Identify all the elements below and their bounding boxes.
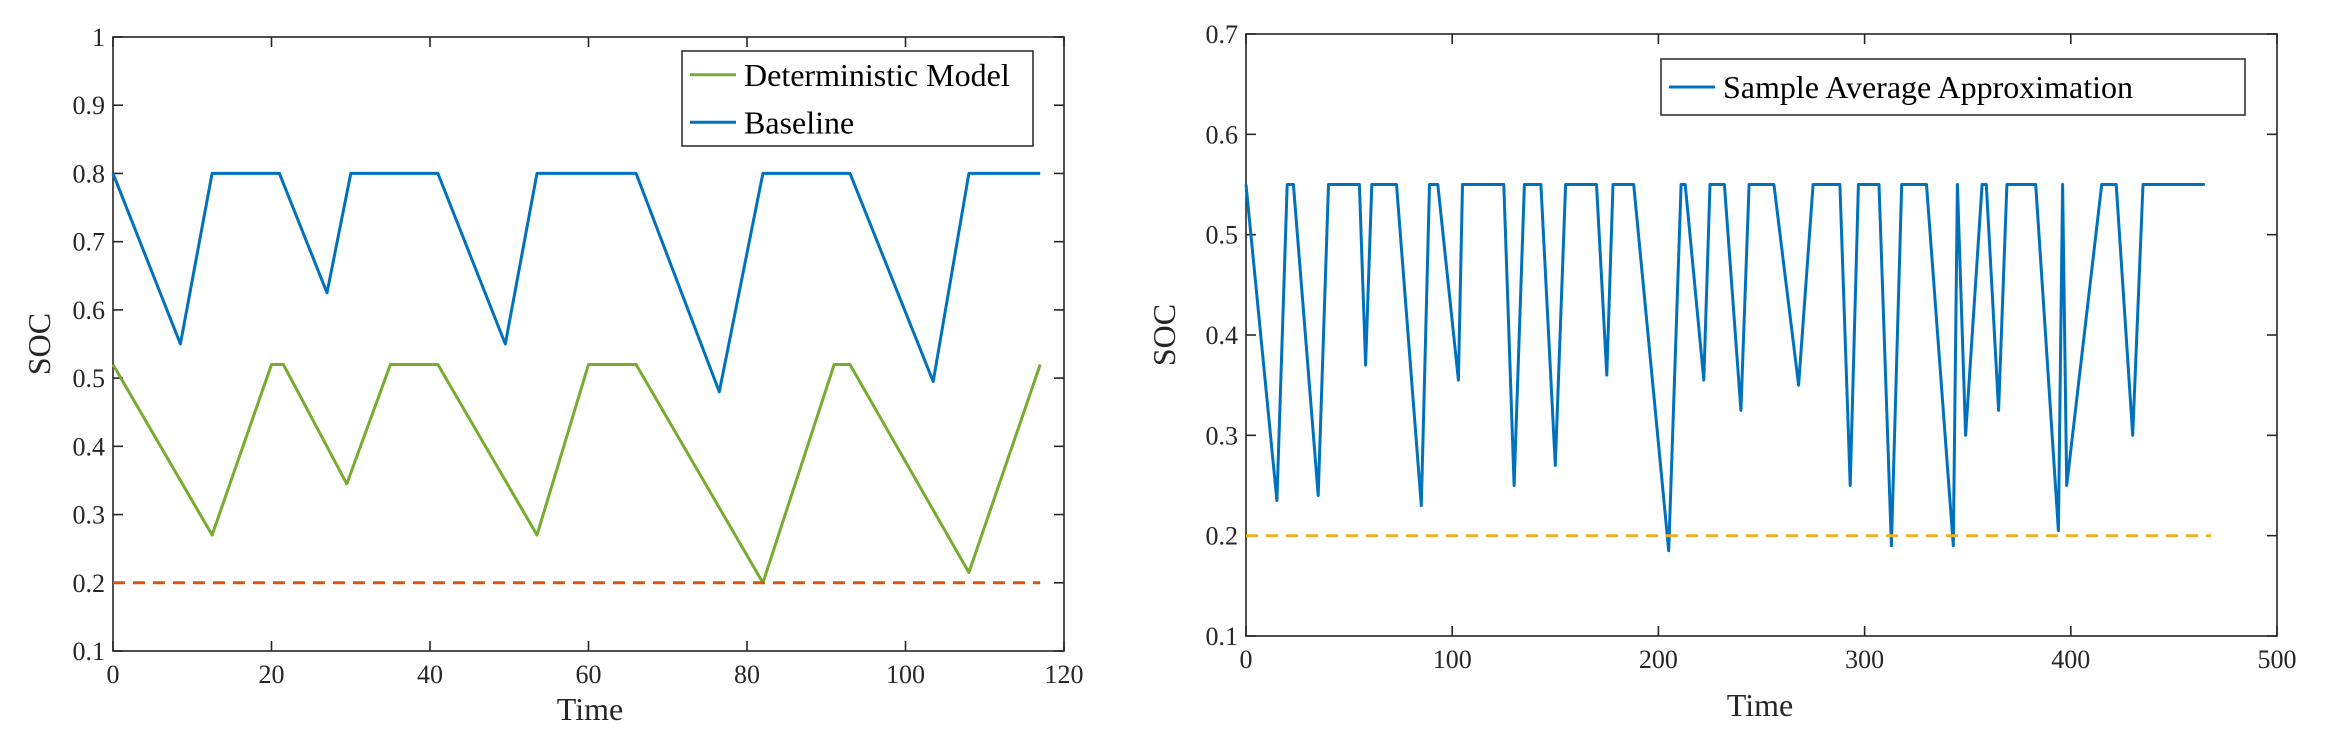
x-tick-label: 200 — [1639, 645, 1678, 674]
x-tick-label: 120 — [1045, 660, 1084, 689]
y-tick-label: 0.8 — [73, 159, 106, 188]
y-tick-label: 0.9 — [73, 91, 106, 120]
x-tick-label: 20 — [259, 660, 285, 689]
x-tick-label: 500 — [2258, 645, 2297, 674]
y-tick-label: 0.6 — [73, 296, 106, 325]
series-line-sample-average-approximation — [1244, 183, 2205, 553]
x-tick-label: 0 — [107, 660, 120, 689]
x-tick-label: 100 — [886, 660, 925, 689]
y-axis-label: SOC — [21, 313, 57, 375]
y-tick-label: 0.4 — [73, 432, 106, 461]
series-line-deterministic-model — [111, 363, 1042, 585]
x-tick-label: 60 — [576, 660, 602, 689]
legend-entry: Baseline — [744, 104, 854, 140]
y-tick-label: 0.2 — [73, 569, 106, 598]
y-tick-label: 0.1 — [1206, 622, 1239, 651]
y-tick-label: 0.5 — [73, 364, 106, 393]
legend: Sample Average Approximation — [1660, 58, 2246, 116]
legend-box — [681, 50, 1034, 147]
y-tick-label: 0.7 — [73, 228, 106, 257]
axes-box — [1245, 33, 2278, 637]
x-tick-label: 300 — [1845, 645, 1884, 674]
x-tick-label: 80 — [734, 660, 760, 689]
chart-right: 0 100 200 300 400 500 0.1 0.2 0.3 0.4 0.5 0.6 0.7 Tim… — [1146, 20, 2297, 723]
y-tick-label: 0.4 — [1206, 321, 1239, 350]
series-line-baseline — [111, 171, 1041, 394]
chart-left: 0 20 40 60 80 100 120 0.1 0.2 0.3 0.4 0.5 0.6 0.7 0.8 0… — [21, 23, 1084, 727]
y-tick-label: 0.3 — [1206, 421, 1239, 450]
x-tick-label: 0 — [1240, 645, 1253, 674]
legend-entry: Deterministic Model — [744, 57, 1010, 93]
x-tick-label: 100 — [1433, 645, 1472, 674]
y-tick-label: 0.1 — [73, 637, 106, 666]
x-axis-label: Time — [557, 691, 623, 727]
x-tick-label: 400 — [2051, 645, 2090, 674]
legend: Deterministic Model Baseline — [681, 50, 1034, 147]
y-tick-label: 0.5 — [1206, 221, 1239, 250]
legend-entry: Sample Average Approximation — [1723, 69, 2133, 105]
legend-box — [1660, 58, 2246, 116]
y-axis-label: SOC — [1146, 304, 1182, 366]
x-axis-label: Time — [1727, 687, 1793, 723]
y-tick-label: 0.2 — [1206, 522, 1239, 551]
y-tick-label: 0.3 — [73, 501, 106, 530]
y-tick-label: 0.7 — [1206, 20, 1239, 49]
y-tick-label: 1 — [92, 23, 105, 52]
y-tick-label: 0.6 — [1206, 120, 1239, 149]
x-tick-label: 40 — [417, 660, 443, 689]
